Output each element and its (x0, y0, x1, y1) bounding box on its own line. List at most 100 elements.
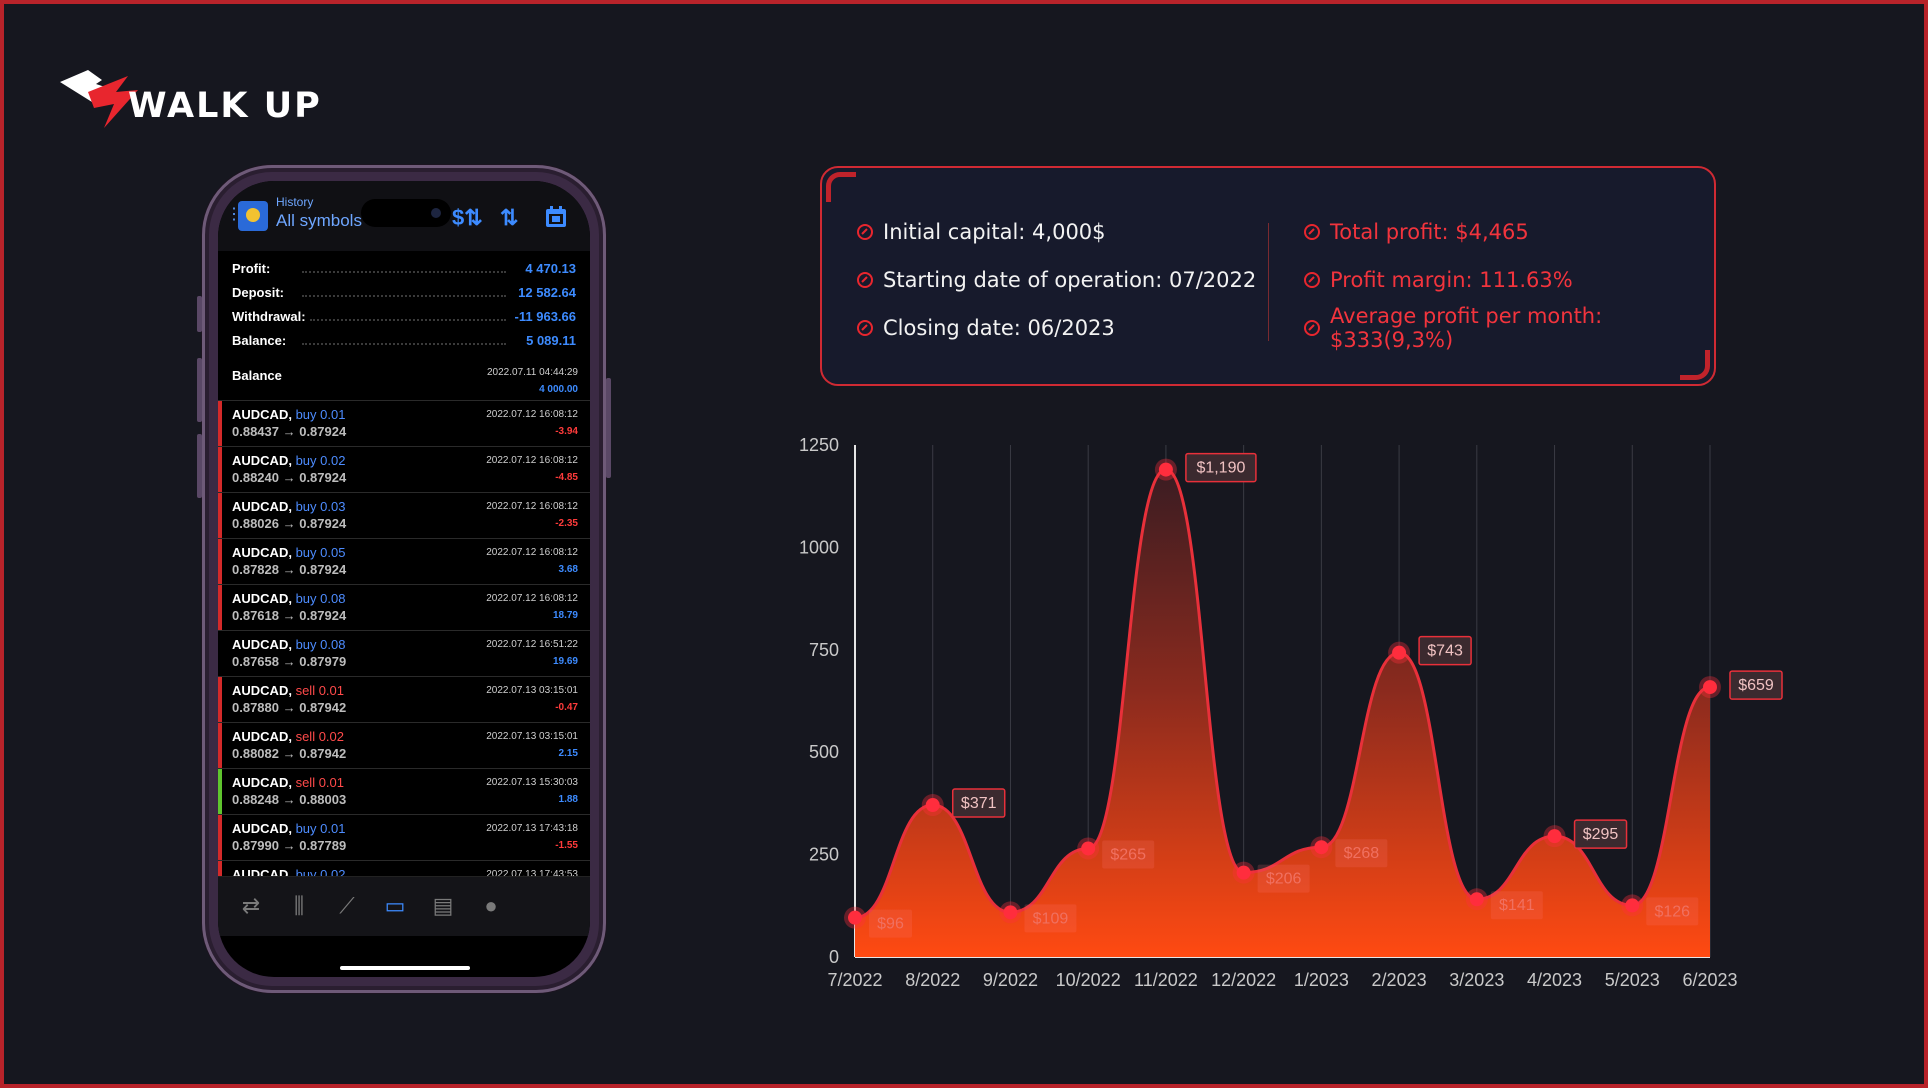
trade-time: 2022.07.12 16:08:12 (486, 547, 578, 558)
trade-row[interactable]: AUDCAD, sell 0.02 0.88082 → 0.87942 2022.0… (218, 723, 590, 769)
trade-symbol: AUDCAD, buy 0.01 (232, 407, 346, 422)
walkup-logo: WALK UP (58, 62, 348, 132)
header-section: History (276, 195, 314, 209)
data-label: $659 (1729, 670, 1783, 700)
data-label-text: $206 (1266, 871, 1302, 888)
trade-status-bar (218, 677, 222, 722)
trade-row[interactable]: AUDCAD, buy 0.02 0.88240 → 0.87924 2022.07… (218, 447, 590, 493)
data-point (1314, 840, 1329, 855)
summary-label: Profit: (232, 261, 271, 276)
data-label: $265 (1102, 840, 1155, 869)
account-summary: Profit: 4 470.13 Deposit: 12 582.64 With… (218, 251, 590, 356)
start-date-text: Starting date of operation: 07/2022 (883, 268, 1257, 292)
calendar-icon[interactable] (544, 205, 568, 235)
trade-prices: 0.87658 → 0.87979 (232, 654, 347, 669)
bullet-icon (857, 320, 873, 336)
quotes-icon[interactable]: ⇄ (241, 893, 261, 918)
profit-margin: Profit margin: 111.63% (1303, 265, 1573, 295)
closing-date: Closing date: 06/2023 (856, 313, 1115, 343)
initial-capital: Initial capital: 4,000$ (856, 217, 1106, 247)
candlestick-chart-icon[interactable]: ⫼ (293, 893, 305, 918)
data-point (1469, 892, 1484, 907)
monthly-profit-chart: 0 250 500 750 1000 1250 7/2022 8/2022 9/2022 10/2… (780, 420, 1800, 1020)
y-tick-label: 1000 (799, 537, 839, 557)
trade-row[interactable]: AUDCAD, buy 0.08 0.87618 → 0.87924 2022.07… (218, 585, 590, 631)
trade-symbol: AUDCAD, buy 0.01 (232, 821, 346, 836)
y-tick-label: 750 (809, 640, 839, 660)
average-profit-text: Average profit per month: $333(9,3%) (1330, 304, 1603, 352)
x-tick-label: 3/2023 (1449, 970, 1504, 990)
header-title[interactable]: All symbols (276, 211, 362, 230)
menu-icon[interactable]: ⋮ (226, 206, 242, 223)
bullet-icon (857, 272, 873, 288)
logo-shoe-icon (60, 70, 138, 128)
trade-side: buy 0.08 (295, 637, 346, 652)
phone-power-button (606, 378, 611, 478)
trade-status-bar (218, 815, 222, 860)
trade-prices: 0.88082 → 0.87942 (232, 746, 347, 761)
trade-side: sell 0.01 (295, 683, 344, 698)
y-tick-label: 500 (809, 742, 839, 762)
chat-icon[interactable]: ● (484, 893, 498, 918)
trade-time: 2022.07.11 04:44:29 (486, 367, 578, 378)
dynamic-island (361, 199, 451, 227)
dollar-sort-icon[interactable]: $⇅ (452, 205, 483, 230)
summary-row-profit: Profit: 4 470.13 (232, 261, 576, 283)
trade-pnl: -3.94 (555, 426, 578, 437)
trade-prices: 0.87880 → 0.87942 (232, 700, 347, 715)
home-indicator[interactable] (340, 966, 470, 970)
x-tick-label: 11/2022 (1134, 970, 1198, 990)
data-label-text: $126 (1654, 903, 1690, 920)
brand-name: WALK UP (128, 86, 322, 126)
trade-row[interactable]: AUDCAD, buy 0.08 0.87658 → 0.87979 2022.07… (218, 631, 590, 677)
data-point (1158, 462, 1173, 477)
trade-status-bar (218, 447, 222, 492)
x-tick-label: 10/2022 (1056, 970, 1121, 990)
trade-time: 2022.07.12 16:08:12 (486, 501, 578, 512)
trade-row[interactable]: AUDCAD, buy 0.01 0.88437 → 0.87924 2022.07… (218, 401, 590, 447)
trade-history-list[interactable]: Balance 2022.07.11 04:44:29 4 000.00 AUDCAD… (218, 359, 590, 907)
trade-side: buy 0.02 (295, 453, 346, 468)
trade-row[interactable]: AUDCAD, buy 0.05 0.87828 → 0.87924 2022.07… (218, 539, 590, 585)
trade-row[interactable]: AUDCAD, buy 0.01 0.87990 → 0.87789 2022.07… (218, 815, 590, 861)
trade-row[interactable]: AUDCAD, sell 0.01 0.88248 → 0.88003 2022.0… (218, 769, 590, 815)
sort-arrows-icon[interactable]: ⇅ (500, 205, 519, 230)
panel-divider (1268, 223, 1269, 341)
trade-status-bar (218, 585, 222, 630)
data-label: $268 (1335, 839, 1388, 868)
trade-time: 2022.07.13 03:15:01 (486, 731, 578, 742)
results-summary-panel: Initial capital: 4,000$ Starting date of… (820, 166, 1716, 386)
bullet-icon (1304, 272, 1320, 288)
leader-dots (302, 295, 506, 297)
data-label: $206 (1257, 864, 1310, 893)
trade-pnl: -0.47 (555, 702, 578, 713)
leader-dots (302, 271, 506, 273)
x-tick-label: 1/2023 (1294, 970, 1349, 990)
data-label-text: $141 (1499, 897, 1535, 914)
summary-label: Balance: (232, 333, 287, 348)
trade-time: 2022.07.12 16:51:22 (486, 639, 578, 650)
trade-symbol: AUDCAD, sell 0.02 (232, 729, 344, 744)
trade-symbol: AUDCAD, buy 0.08 (232, 637, 346, 652)
data-label-box (1490, 891, 1543, 920)
trade-pnl: 2.15 (558, 748, 578, 759)
history-inbox-icon[interactable]: ▭ (384, 893, 406, 918)
data-label-text: $265 (1110, 846, 1146, 863)
trade-row[interactable]: AUDCAD, buy 0.03 0.88026 → 0.87924 2022.07… (218, 493, 590, 539)
data-label: $295 (1573, 819, 1628, 849)
trade-icon[interactable]: ⟋ (339, 893, 355, 918)
bullet-icon (857, 224, 873, 240)
trade-row[interactable]: AUDCAD, sell 0.01 0.87880 → 0.87942 2022.0… (218, 677, 590, 723)
total-profit: Total profit: $4,465 (1303, 217, 1529, 247)
leader-dots (310, 319, 506, 321)
trade-time: 2022.07.13 03:15:01 (486, 685, 578, 696)
leader-dots (302, 343, 506, 345)
data-label-text: $109 (1033, 910, 1069, 927)
y-tick-label: 0 (829, 947, 839, 967)
account-avatar[interactable] (238, 201, 268, 231)
balance-entry[interactable]: Balance 2022.07.11 04:44:29 4 000.00 (218, 359, 590, 401)
news-icon[interactable]: ▤ (432, 893, 454, 918)
data-point (925, 798, 940, 813)
trade-pnl: 18.79 (552, 610, 578, 621)
trade-side: sell 0.02 (295, 729, 344, 744)
